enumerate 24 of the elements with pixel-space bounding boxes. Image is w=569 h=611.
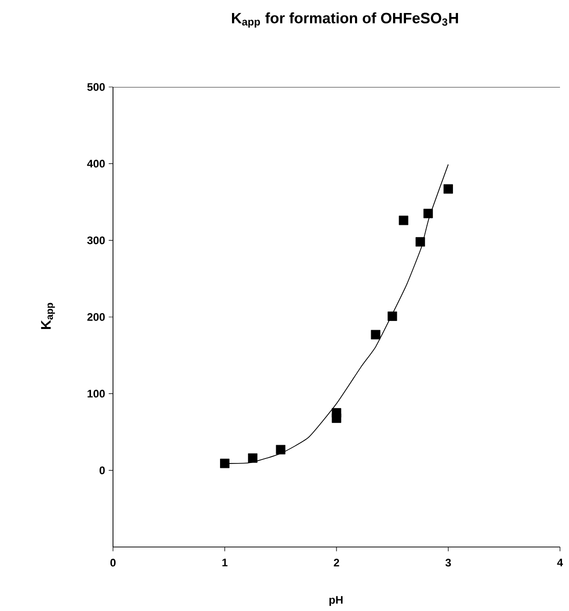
point <box>276 444 286 454</box>
point <box>444 184 453 194</box>
point <box>398 216 408 226</box>
point <box>388 312 398 321</box>
y-tick-label: 200 <box>87 313 105 321</box>
y-tick-label: 0 <box>100 466 105 474</box>
point <box>220 458 230 468</box>
x-tick-label: 0 <box>110 558 116 567</box>
x-tick-label: 2 <box>334 558 340 566</box>
point <box>370 330 380 340</box>
y-tick-label: 100 <box>88 390 105 398</box>
y-tick-label: 500 <box>87 83 105 91</box>
x-tick-label: 3 <box>445 558 451 567</box>
y-tick-label: 400 <box>87 160 105 168</box>
x-axis-title: pH <box>329 596 343 606</box>
point <box>248 453 258 463</box>
point <box>416 237 426 247</box>
y-axis-title: K$_{app}$ <box>41 302 55 330</box>
x-tick-label: 1 <box>222 558 228 566</box>
x-tick-label: 4 <box>557 558 563 566</box>
y-tick-label: 300 <box>87 236 105 244</box>
point <box>332 413 342 423</box>
point <box>423 208 433 218</box>
chart-title: K$_{app}$ for formation of OHFeSO$_{3}$H <box>232 12 458 28</box>
